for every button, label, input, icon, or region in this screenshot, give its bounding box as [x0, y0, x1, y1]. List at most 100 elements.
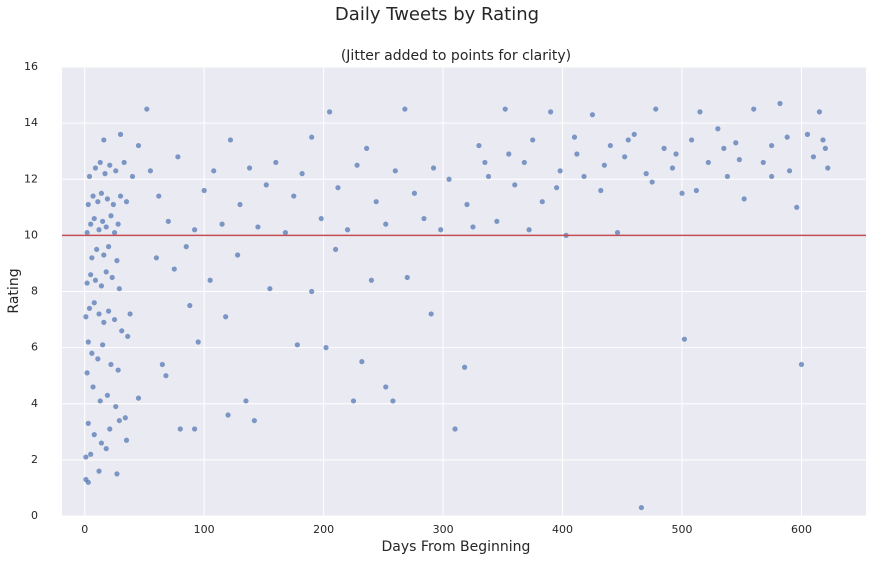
data-point — [368, 277, 375, 283]
data-point — [122, 415, 128, 421]
data-point — [421, 215, 427, 222]
y-tick-label: 6 — [31, 341, 38, 354]
data-point — [201, 187, 207, 194]
data-point — [96, 311, 102, 317]
data-point — [294, 342, 300, 348]
data-point — [84, 280, 90, 286]
data-point — [625, 137, 631, 143]
data-point — [89, 350, 95, 356]
data-point — [97, 398, 103, 404]
data-point — [804, 131, 811, 137]
data-point — [798, 361, 805, 368]
data-point — [452, 426, 458, 432]
data-point — [86, 173, 93, 180]
y-tick-label: 0 — [31, 509, 38, 522]
data-point — [85, 420, 91, 426]
data-point — [661, 145, 667, 151]
data-point — [614, 229, 621, 236]
data-point — [649, 179, 655, 185]
x-tick-label: 300 — [433, 523, 454, 536]
data-point — [85, 479, 91, 485]
data-point — [530, 137, 536, 143]
data-point — [85, 201, 91, 208]
data-point — [101, 319, 107, 325]
data-point — [153, 255, 159, 261]
data-point — [526, 227, 532, 233]
data-point — [794, 204, 800, 210]
data-point — [810, 154, 817, 160]
data-point — [98, 190, 105, 196]
data-point — [171, 266, 177, 272]
data-point — [428, 311, 434, 317]
data-point — [159, 361, 165, 368]
data-point — [246, 165, 253, 171]
data-point — [108, 361, 114, 368]
chart-title: Daily Tweets by Rating — [335, 4, 539, 25]
data-point — [557, 168, 563, 174]
data-point — [332, 246, 339, 253]
data-point — [282, 229, 288, 236]
data-point — [223, 314, 229, 320]
data-point — [192, 227, 198, 233]
data-point — [129, 173, 136, 180]
x-tick-label: 100 — [194, 523, 215, 536]
y-tick-label: 4 — [31, 397, 38, 410]
data-point — [123, 199, 130, 205]
data-point — [115, 367, 121, 373]
data-point — [669, 165, 676, 171]
data-point — [344, 227, 351, 233]
data-point — [111, 229, 118, 236]
x-tick-label: 400 — [552, 523, 573, 536]
data-point — [96, 227, 102, 233]
y-tick-label: 8 — [31, 285, 38, 298]
data-point — [335, 185, 341, 191]
data-point — [237, 201, 243, 208]
data-point — [91, 432, 97, 438]
y-tick-label: 16 — [24, 60, 38, 73]
data-point — [777, 100, 783, 107]
data-point — [548, 109, 554, 115]
data-point — [638, 504, 645, 511]
data-point — [109, 274, 115, 281]
data-point — [601, 162, 607, 168]
data-point — [574, 151, 580, 157]
data-point — [175, 154, 181, 160]
data-point — [825, 165, 831, 171]
data-point — [679, 190, 685, 196]
data-point — [653, 106, 659, 112]
data-point — [211, 168, 217, 174]
data-point — [359, 359, 365, 365]
data-point — [187, 302, 193, 309]
data-point — [581, 173, 587, 180]
data-point — [461, 364, 468, 370]
data-point — [470, 224, 476, 230]
data-point — [127, 311, 133, 317]
data-point — [107, 162, 113, 168]
data-point — [243, 398, 249, 404]
data-point — [820, 137, 826, 143]
data-point — [135, 395, 142, 401]
x-tick-label: 600 — [791, 523, 812, 536]
data-point — [121, 159, 127, 166]
data-point — [390, 398, 396, 404]
data-point — [91, 300, 97, 306]
data-point — [105, 308, 112, 314]
data-point — [85, 339, 91, 345]
data-point — [117, 193, 124, 199]
x-tick-label: 200 — [313, 523, 334, 536]
data-point — [88, 272, 94, 278]
data-point — [263, 182, 269, 188]
data-point — [108, 213, 114, 219]
data-point — [98, 283, 105, 289]
data-point — [741, 196, 747, 202]
data-point — [327, 109, 333, 115]
data-point — [116, 417, 122, 424]
data-point — [83, 454, 89, 460]
data-point — [267, 286, 273, 292]
data-point — [411, 190, 418, 196]
data-point — [115, 221, 121, 227]
data-point — [114, 258, 120, 264]
x-tick-label: 0 — [81, 523, 88, 536]
data-point — [156, 193, 162, 199]
